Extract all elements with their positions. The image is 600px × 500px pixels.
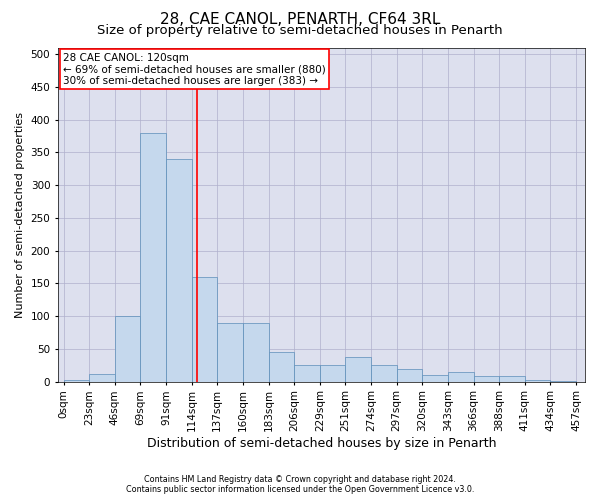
- Text: 28, CAE CANOL, PENARTH, CF64 3RL: 28, CAE CANOL, PENARTH, CF64 3RL: [160, 12, 440, 28]
- Text: 28 CAE CANOL: 120sqm
← 69% of semi-detached houses are smaller (880)
30% of semi: 28 CAE CANOL: 120sqm ← 69% of semi-detac…: [63, 52, 326, 86]
- Bar: [89, 374, 115, 382]
- Bar: [64, 380, 89, 382]
- Bar: [473, 376, 499, 382]
- Text: Size of property relative to semi-detached houses in Penarth: Size of property relative to semi-detach…: [97, 24, 503, 37]
- X-axis label: Distribution of semi-detached houses by size in Penarth: Distribution of semi-detached houses by …: [147, 437, 496, 450]
- Bar: [217, 322, 243, 382]
- Text: Contains HM Land Registry data © Crown copyright and database right 2024.
Contai: Contains HM Land Registry data © Crown c…: [126, 474, 474, 494]
- Y-axis label: Number of semi-detached properties: Number of semi-detached properties: [15, 112, 25, 318]
- Bar: [422, 375, 448, 382]
- Bar: [320, 366, 346, 382]
- Bar: [550, 381, 576, 382]
- Bar: [371, 366, 397, 382]
- Bar: [166, 159, 191, 382]
- Bar: [191, 277, 217, 382]
- Bar: [525, 380, 550, 382]
- Bar: [115, 316, 140, 382]
- Bar: [294, 366, 320, 382]
- Bar: [269, 352, 294, 382]
- Bar: [140, 132, 166, 382]
- Bar: [346, 357, 371, 382]
- Bar: [397, 368, 422, 382]
- Bar: [243, 322, 269, 382]
- Bar: [448, 372, 473, 382]
- Bar: [499, 376, 525, 382]
